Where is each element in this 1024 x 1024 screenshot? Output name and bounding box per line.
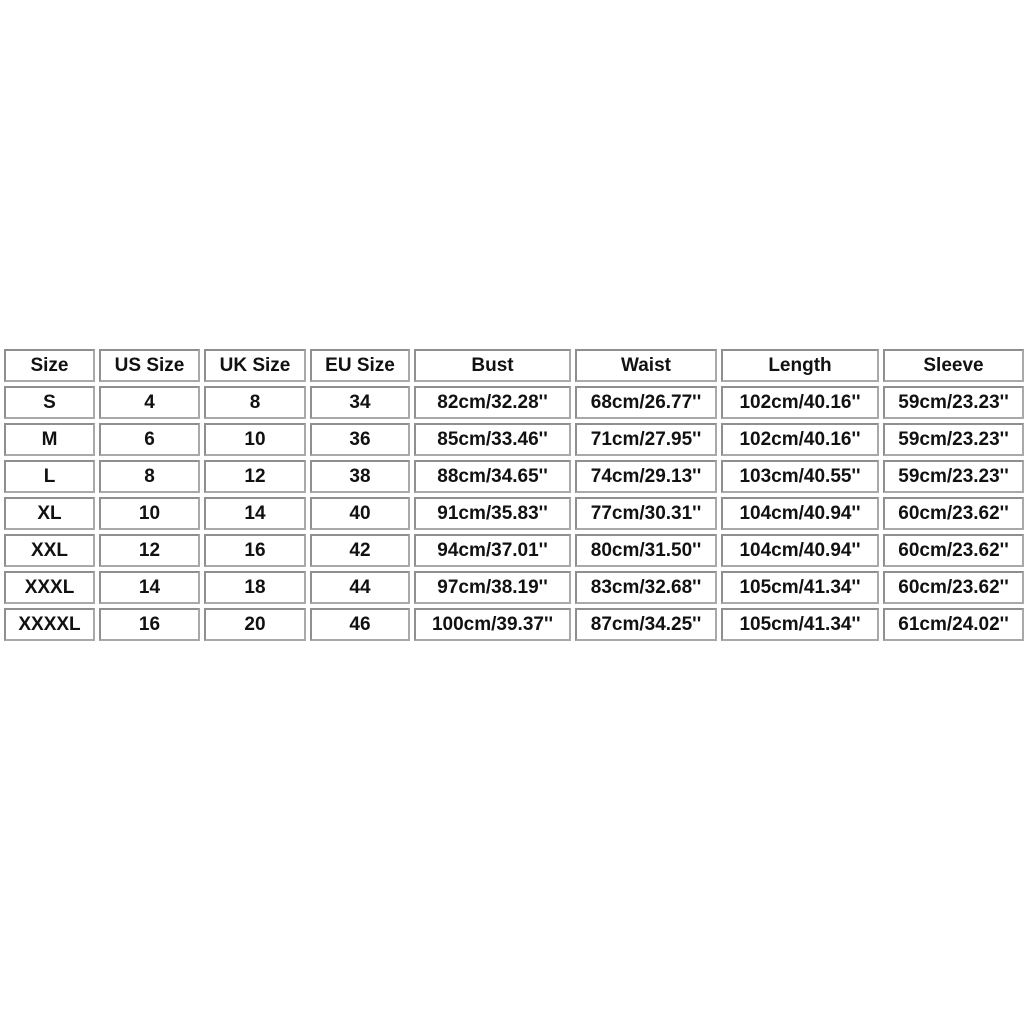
table-cell: 10 bbox=[99, 497, 200, 530]
table-cell: 8 bbox=[99, 460, 200, 493]
table-cell: 60cm/23.62'' bbox=[883, 497, 1024, 530]
header-row: Size US Size UK Size EU Size Bust Waist Length… bbox=[4, 349, 1024, 382]
table-cell: 102cm/40.16'' bbox=[721, 423, 879, 456]
table-row: XXXXL 16 20 46 100cm/39.37'' 87cm/34.25'' 105c… bbox=[4, 608, 1024, 641]
table-cell: 88cm/34.65'' bbox=[414, 460, 571, 493]
table-cell: 14 bbox=[99, 571, 200, 604]
table-row: XXXL 14 18 44 97cm/38.19'' 83cm/32.68'' 105cm/… bbox=[4, 571, 1024, 604]
column-header-sleeve: Sleeve bbox=[883, 349, 1024, 382]
table-cell: 105cm/41.34'' bbox=[721, 571, 879, 604]
table-row: XXL 12 16 42 94cm/37.01'' 80cm/31.50'' 104cm/4… bbox=[4, 534, 1024, 567]
size-chart-table: Size US Size UK Size EU Size Bust Waist Length… bbox=[0, 345, 1024, 645]
table-cell: 12 bbox=[204, 460, 306, 493]
table-cell: 104cm/40.94'' bbox=[721, 497, 879, 530]
column-header-size: Size bbox=[4, 349, 95, 382]
table-cell: 59cm/23.23'' bbox=[883, 386, 1024, 419]
table-cell: 12 bbox=[99, 534, 200, 567]
table-cell: 104cm/40.94'' bbox=[721, 534, 879, 567]
column-header-waist: Waist bbox=[575, 349, 717, 382]
table-cell: 87cm/34.25'' bbox=[575, 608, 717, 641]
table-body: S 4 8 34 82cm/32.28'' 68cm/26.77'' 102cm/40.16… bbox=[4, 386, 1024, 641]
table-cell: 42 bbox=[310, 534, 410, 567]
table-cell: 10 bbox=[204, 423, 306, 456]
table-cell: 91cm/35.83'' bbox=[414, 497, 571, 530]
column-header-uk-size: UK Size bbox=[204, 349, 306, 382]
table-cell: 74cm/29.13'' bbox=[575, 460, 717, 493]
table-cell: M bbox=[4, 423, 95, 456]
table-cell: 34 bbox=[310, 386, 410, 419]
table-cell: 6 bbox=[99, 423, 200, 456]
table-row: XL 10 14 40 91cm/35.83'' 77cm/30.31'' 104cm/40… bbox=[4, 497, 1024, 530]
table-cell: XXXXL bbox=[4, 608, 95, 641]
column-header-us-size: US Size bbox=[99, 349, 200, 382]
table-row: M 6 10 36 85cm/33.46'' 71cm/27.95'' 102cm/40.1… bbox=[4, 423, 1024, 456]
table-cell: 105cm/41.34'' bbox=[721, 608, 879, 641]
table-cell: 59cm/23.23'' bbox=[883, 423, 1024, 456]
table-cell: 68cm/26.77'' bbox=[575, 386, 717, 419]
table-row: S 4 8 34 82cm/32.28'' 68cm/26.77'' 102cm/40.16… bbox=[4, 386, 1024, 419]
table-cell: XXL bbox=[4, 534, 95, 567]
table-cell: 16 bbox=[204, 534, 306, 567]
table-cell: L bbox=[4, 460, 95, 493]
table-cell: 103cm/40.55'' bbox=[721, 460, 879, 493]
table-cell: 94cm/37.01'' bbox=[414, 534, 571, 567]
table-cell: 83cm/32.68'' bbox=[575, 571, 717, 604]
table-cell: 59cm/23.23'' bbox=[883, 460, 1024, 493]
table-cell: XXXL bbox=[4, 571, 95, 604]
table-cell: 4 bbox=[99, 386, 200, 419]
table-cell: 97cm/38.19'' bbox=[414, 571, 571, 604]
table-cell: 8 bbox=[204, 386, 306, 419]
table-cell: 77cm/30.31'' bbox=[575, 497, 717, 530]
table-cell: 46 bbox=[310, 608, 410, 641]
table-cell: 60cm/23.62'' bbox=[883, 571, 1024, 604]
table-cell: 44 bbox=[310, 571, 410, 604]
table-cell: 20 bbox=[204, 608, 306, 641]
table-cell: 85cm/33.46'' bbox=[414, 423, 571, 456]
table-cell: 18 bbox=[204, 571, 306, 604]
column-header-eu-size: EU Size bbox=[310, 349, 410, 382]
column-header-bust: Bust bbox=[414, 349, 571, 382]
table-cell: 60cm/23.62'' bbox=[883, 534, 1024, 567]
table-cell: 16 bbox=[99, 608, 200, 641]
table-cell: 38 bbox=[310, 460, 410, 493]
table-cell: S bbox=[4, 386, 95, 419]
table-cell: 14 bbox=[204, 497, 306, 530]
table-cell: 61cm/24.02'' bbox=[883, 608, 1024, 641]
table-cell: 102cm/40.16'' bbox=[721, 386, 879, 419]
table-cell: 100cm/39.37'' bbox=[414, 608, 571, 641]
table-cell: XL bbox=[4, 497, 95, 530]
table-cell: 40 bbox=[310, 497, 410, 530]
column-header-length: Length bbox=[721, 349, 879, 382]
table-cell: 36 bbox=[310, 423, 410, 456]
table-cell: 80cm/31.50'' bbox=[575, 534, 717, 567]
table-cell: 82cm/32.28'' bbox=[414, 386, 571, 419]
table-cell: 71cm/27.95'' bbox=[575, 423, 717, 456]
table-row: L 8 12 38 88cm/34.65'' 74cm/29.13'' 103cm/40.5… bbox=[4, 460, 1024, 493]
